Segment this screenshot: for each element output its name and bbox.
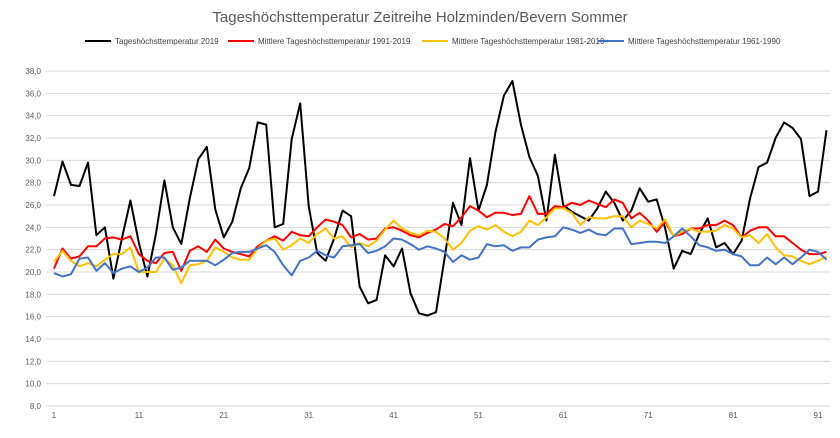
series-lines <box>53 80 828 317</box>
y-tick-label: 10,0 <box>25 380 41 389</box>
x-tick-label: 71 <box>644 411 653 420</box>
y-tick-label: 28,0 <box>25 179 41 188</box>
y-axis-ticks: 8,0 10,0 12,0 14,0 16,0 18,0 20,0 22,0 24,0 26,0 2… <box>25 67 41 411</box>
x-tick-label: 91 <box>814 411 823 420</box>
y-tick-label: 32,0 <box>25 134 41 143</box>
gridlines <box>46 70 830 407</box>
y-tick-label: 20,0 <box>25 268 41 277</box>
x-tick-label: 61 <box>559 411 568 420</box>
legend-label: Mittlere Tageshöchsttemperatur 1961-1990 <box>628 37 781 46</box>
y-tick-label: 24,0 <box>25 223 41 232</box>
y-tick-label: 18,0 <box>25 290 41 299</box>
y-tick-label: 34,0 <box>25 112 41 121</box>
x-tick-label: 1 <box>52 411 57 420</box>
series-line-3 <box>53 226 828 278</box>
chart-title: Tageshöchsttemperatur Zeitreihe Holzmind… <box>212 9 627 26</box>
series-line-0 <box>53 80 828 317</box>
x-tick-label: 21 <box>219 411 228 420</box>
y-tick-label: 12,0 <box>25 357 41 366</box>
legend-label: Mittlere Tageshöchsttemperatur 1981-2010 <box>452 37 605 46</box>
y-tick-label: 22,0 <box>25 246 41 255</box>
legend-item: Mittlere Tageshöchsttemperatur 1961-1990 <box>598 37 781 46</box>
x-tick-label: 31 <box>304 411 313 420</box>
legend-label: Tageshöchsttemperatur 2019 <box>115 37 219 46</box>
legend-item: Mittlere Tageshöchsttemperatur 1981-2010 <box>422 37 605 46</box>
y-tick-label: 26,0 <box>25 201 41 210</box>
legend-item: Tageshöchsttemperatur 2019 <box>85 37 219 46</box>
y-tick-label: 38,0 <box>25 67 41 76</box>
legend-label: Mittlere Tageshöchsttemperatur 1991-2019 <box>258 37 411 46</box>
y-tick-label: 8,0 <box>30 402 42 411</box>
legend: Tageshöchsttemperatur 2019 Mittlere Tages… <box>85 37 781 46</box>
y-tick-label: 14,0 <box>25 335 41 344</box>
x-axis-ticks: 1 11 21 31 41 51 61 71 81 91 <box>52 411 823 420</box>
x-tick-label: 81 <box>729 411 738 420</box>
x-tick-label: 51 <box>474 411 483 420</box>
y-tick-label: 16,0 <box>25 313 41 322</box>
y-tick-label: 30,0 <box>25 156 41 165</box>
legend-item: Mittlere Tageshöchsttemperatur 1991-2019 <box>228 37 411 46</box>
x-tick-label: 11 <box>135 411 144 420</box>
y-tick-label: 36,0 <box>25 89 41 98</box>
series-line-2 <box>53 207 827 285</box>
x-tick-label: 41 <box>389 411 398 420</box>
